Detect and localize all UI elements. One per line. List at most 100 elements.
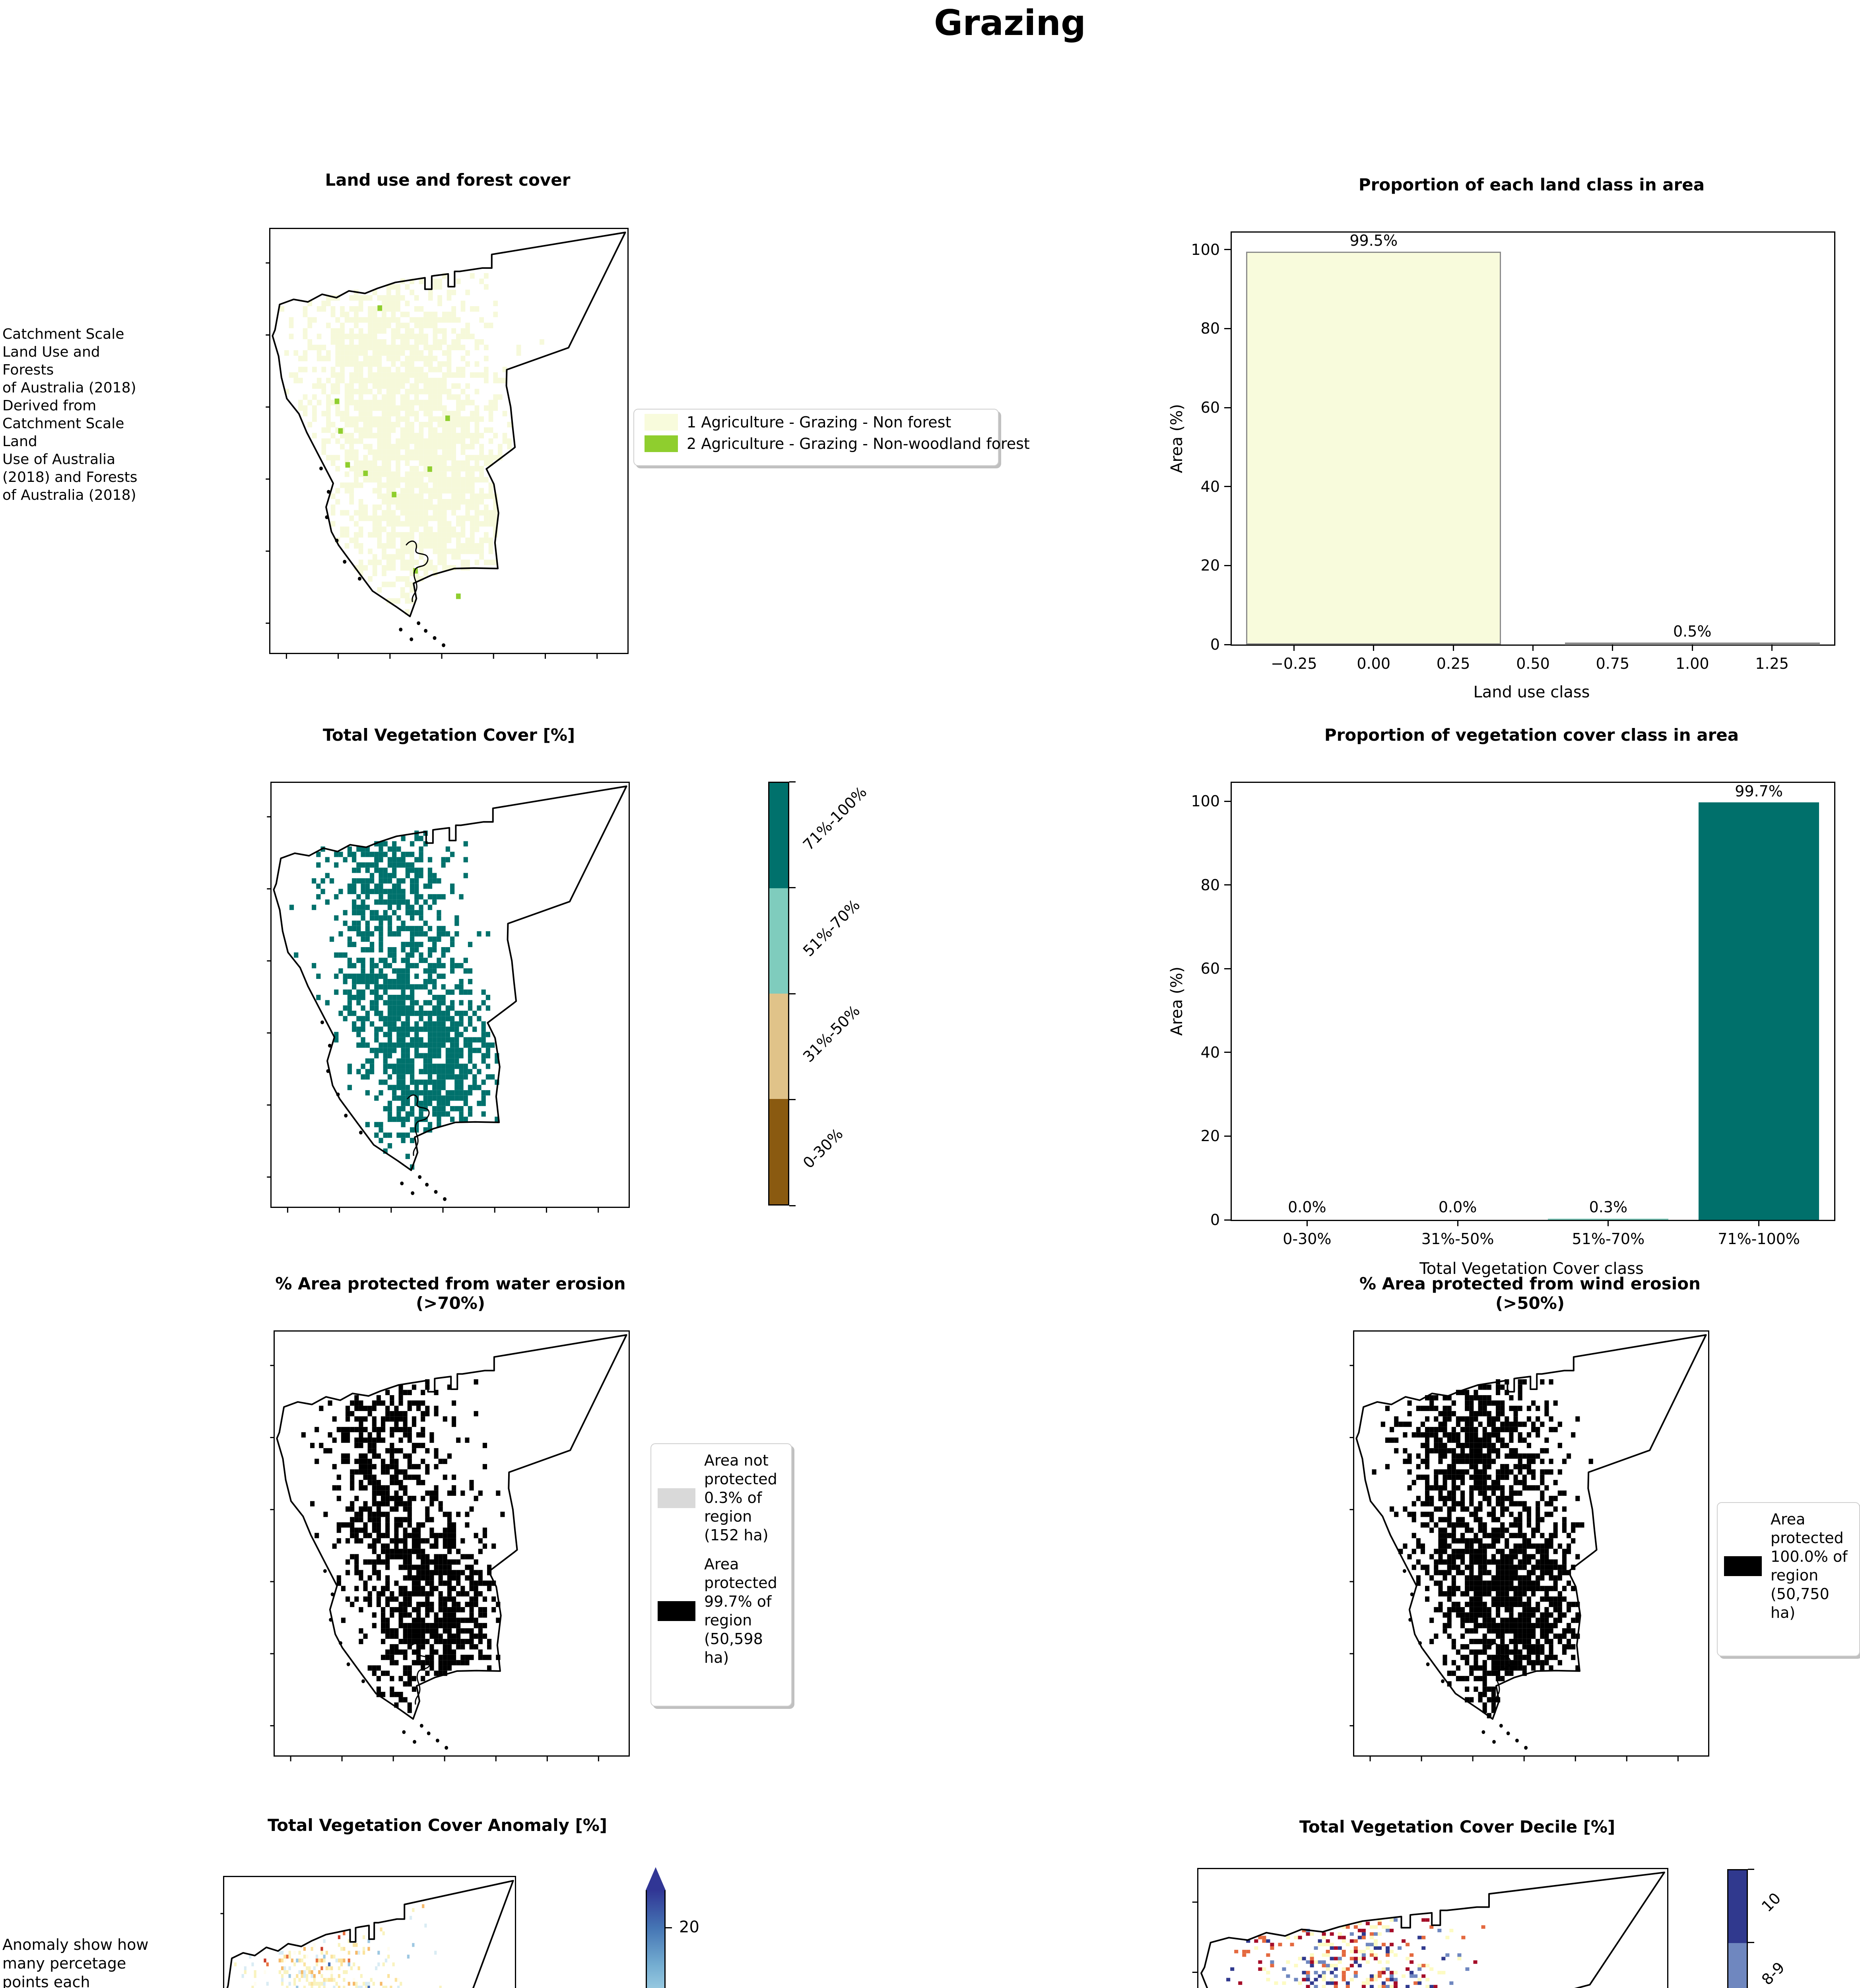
map-ticks: [266, 263, 597, 659]
anomaly-annotation: Anomaly show how many percetage points e…: [2, 1936, 149, 1988]
legend-label-wind-protected: Area protected 100.0% of region (50,750 …: [1771, 1510, 1848, 1621]
x-tick: [1691, 645, 1693, 651]
map-canvas: [275, 1332, 629, 1755]
y-tick-label: 0: [1210, 1211, 1220, 1229]
legend-item-nonforest: 1 Agriculture - Grazing - Non forest: [645, 414, 998, 431]
legend-label-protected: Area protected 99.7% of region (50,598 h…: [704, 1555, 777, 1666]
map-ticks: [267, 817, 598, 1213]
bar-value-label: 0.3%: [1589, 1198, 1628, 1216]
decile-colorbar-bar: [1727, 1869, 1748, 1988]
x-tick-label: 0.25: [1436, 655, 1470, 672]
y-tick-label: 40: [1200, 478, 1220, 495]
legend-item-wind-protected: Area protected 100.0% of region (50,750 …: [1724, 1510, 1859, 1622]
bar: [1699, 802, 1819, 1220]
wind-erosion-title: % Area protected from wind erosion (>50%…: [1359, 1274, 1701, 1313]
landuse-map: [269, 228, 629, 654]
bar-value-label: 0.0%: [1438, 1198, 1477, 1216]
legend-label-nonforest: 1 Agriculture - Grazing - Non forest: [687, 414, 951, 431]
landuse-annotation: Catchment Scale Land Use and Forests of …: [2, 326, 138, 503]
y-tick-label: 60: [1200, 399, 1220, 417]
island-dot: [1499, 1724, 1503, 1728]
island-dot: [343, 560, 347, 564]
island-dot: [1410, 1592, 1414, 1596]
x-tick: [1532, 645, 1534, 651]
y-tick: [1224, 1052, 1231, 1053]
island-dot: [425, 1182, 429, 1187]
island-dot: [344, 1114, 348, 1118]
island-dot: [1524, 1746, 1528, 1750]
vegclass-xlabel: Total Vegetation Cover class: [1419, 1260, 1644, 1278]
island-dot: [336, 1092, 340, 1097]
water-erosion-title: % Area protected from water erosion (>70…: [275, 1274, 626, 1313]
y-tick-label: 80: [1200, 320, 1220, 338]
y-tick: [1224, 644, 1231, 645]
anomaly-map: [223, 1876, 516, 1988]
vegclass-chart: 0.0% 0.0% 0.3% 99.7% 0 20 40 60 80 100 0-30% 31%-50…: [1191, 782, 1835, 1248]
map-canvas: [272, 783, 629, 1207]
island-dot: [1492, 1740, 1496, 1744]
landclass-xlabel: Land use class: [1473, 683, 1590, 701]
landclass-ylabel: Area (%): [1168, 404, 1186, 473]
x-tick: [1457, 1220, 1458, 1226]
island-dot: [402, 1730, 406, 1734]
island-dot: [329, 1618, 333, 1622]
island-dot: [326, 1069, 330, 1073]
estuary-outline: [1489, 1644, 1510, 1705]
island-dot: [358, 577, 361, 581]
map-ticks: [1349, 1365, 1678, 1761]
x-tick: [1608, 1220, 1609, 1226]
catchment-outline: [272, 233, 625, 617]
y-tick-label: 80: [1200, 876, 1220, 894]
landclass-chart: 99.5% 0.5% 0 20 40 60 80 100 −0.25 0.00 0.25 0.50 0.…: [1191, 231, 1835, 672]
estuary-outline: [409, 1644, 431, 1705]
bar-value-label: 99.7%: [1735, 782, 1783, 800]
bar-value-label: 99.5%: [1349, 231, 1398, 249]
x-tick: [1771, 645, 1773, 651]
island-dot: [335, 538, 339, 543]
water-erosion-map: [274, 1330, 630, 1757]
map-canvas: [270, 229, 627, 653]
island-dot: [346, 1662, 350, 1666]
y-tick: [1224, 800, 1231, 802]
catchment-outline: [277, 1335, 626, 1719]
estuary-outline: [407, 1095, 429, 1156]
island-dot: [442, 643, 446, 647]
legend-item-nonwoodland: 2 Agriculture - Grazing - Non-woodland f…: [645, 435, 1030, 452]
x-tick-label: 31%-50%: [1421, 1230, 1494, 1248]
colorbar-label: 8-9: [1758, 1959, 1788, 1988]
catchment-outline: [1356, 1335, 1706, 1719]
anomaly-map-title: Total Vegetation Cover Anomaly [%]: [268, 1815, 607, 1835]
x-tick-label: 0-30%: [1283, 1230, 1332, 1248]
y-tick: [1224, 1219, 1231, 1221]
y-tick-label: 100: [1191, 792, 1220, 810]
x-tick-label: −0.25: [1271, 655, 1317, 672]
x-tick-label: 0.50: [1516, 655, 1550, 672]
raster-cells: [301, 1379, 505, 1713]
y-tick-label: 20: [1200, 1127, 1220, 1145]
island-dot: [319, 466, 323, 471]
island-dot: [323, 1569, 327, 1573]
island-dot: [434, 1190, 438, 1194]
island-dot: [411, 1191, 415, 1195]
island-dot: [417, 621, 421, 625]
x-tick: [1612, 645, 1613, 651]
vegcover-map: [270, 782, 630, 1208]
legend-swatch-wind-protected: [1724, 1556, 1762, 1576]
wind-erosion-legend: Area protected 100.0% of region (50,750 …: [1717, 1502, 1860, 1656]
raster-cells: [1372, 1379, 1593, 1718]
raster-cells: [234, 1904, 442, 1988]
colorbar-label: 0-30%: [800, 1124, 847, 1172]
y-tick-label: 40: [1200, 1043, 1220, 1061]
bar: [1246, 251, 1501, 645]
legend-label-notprotected: Area not protected 0.3% of region (152 h…: [704, 1452, 777, 1544]
legend-swatch-nonforest: [645, 414, 678, 431]
x-tick: [1452, 645, 1454, 651]
y-tick: [1224, 407, 1231, 408]
island-dot: [320, 1020, 324, 1025]
island-dot: [418, 1175, 422, 1179]
anomaly-colorbar-bar: [646, 1890, 666, 1988]
y-tick: [1224, 328, 1231, 329]
island-dot: [400, 1181, 404, 1186]
y-tick: [1224, 968, 1231, 969]
